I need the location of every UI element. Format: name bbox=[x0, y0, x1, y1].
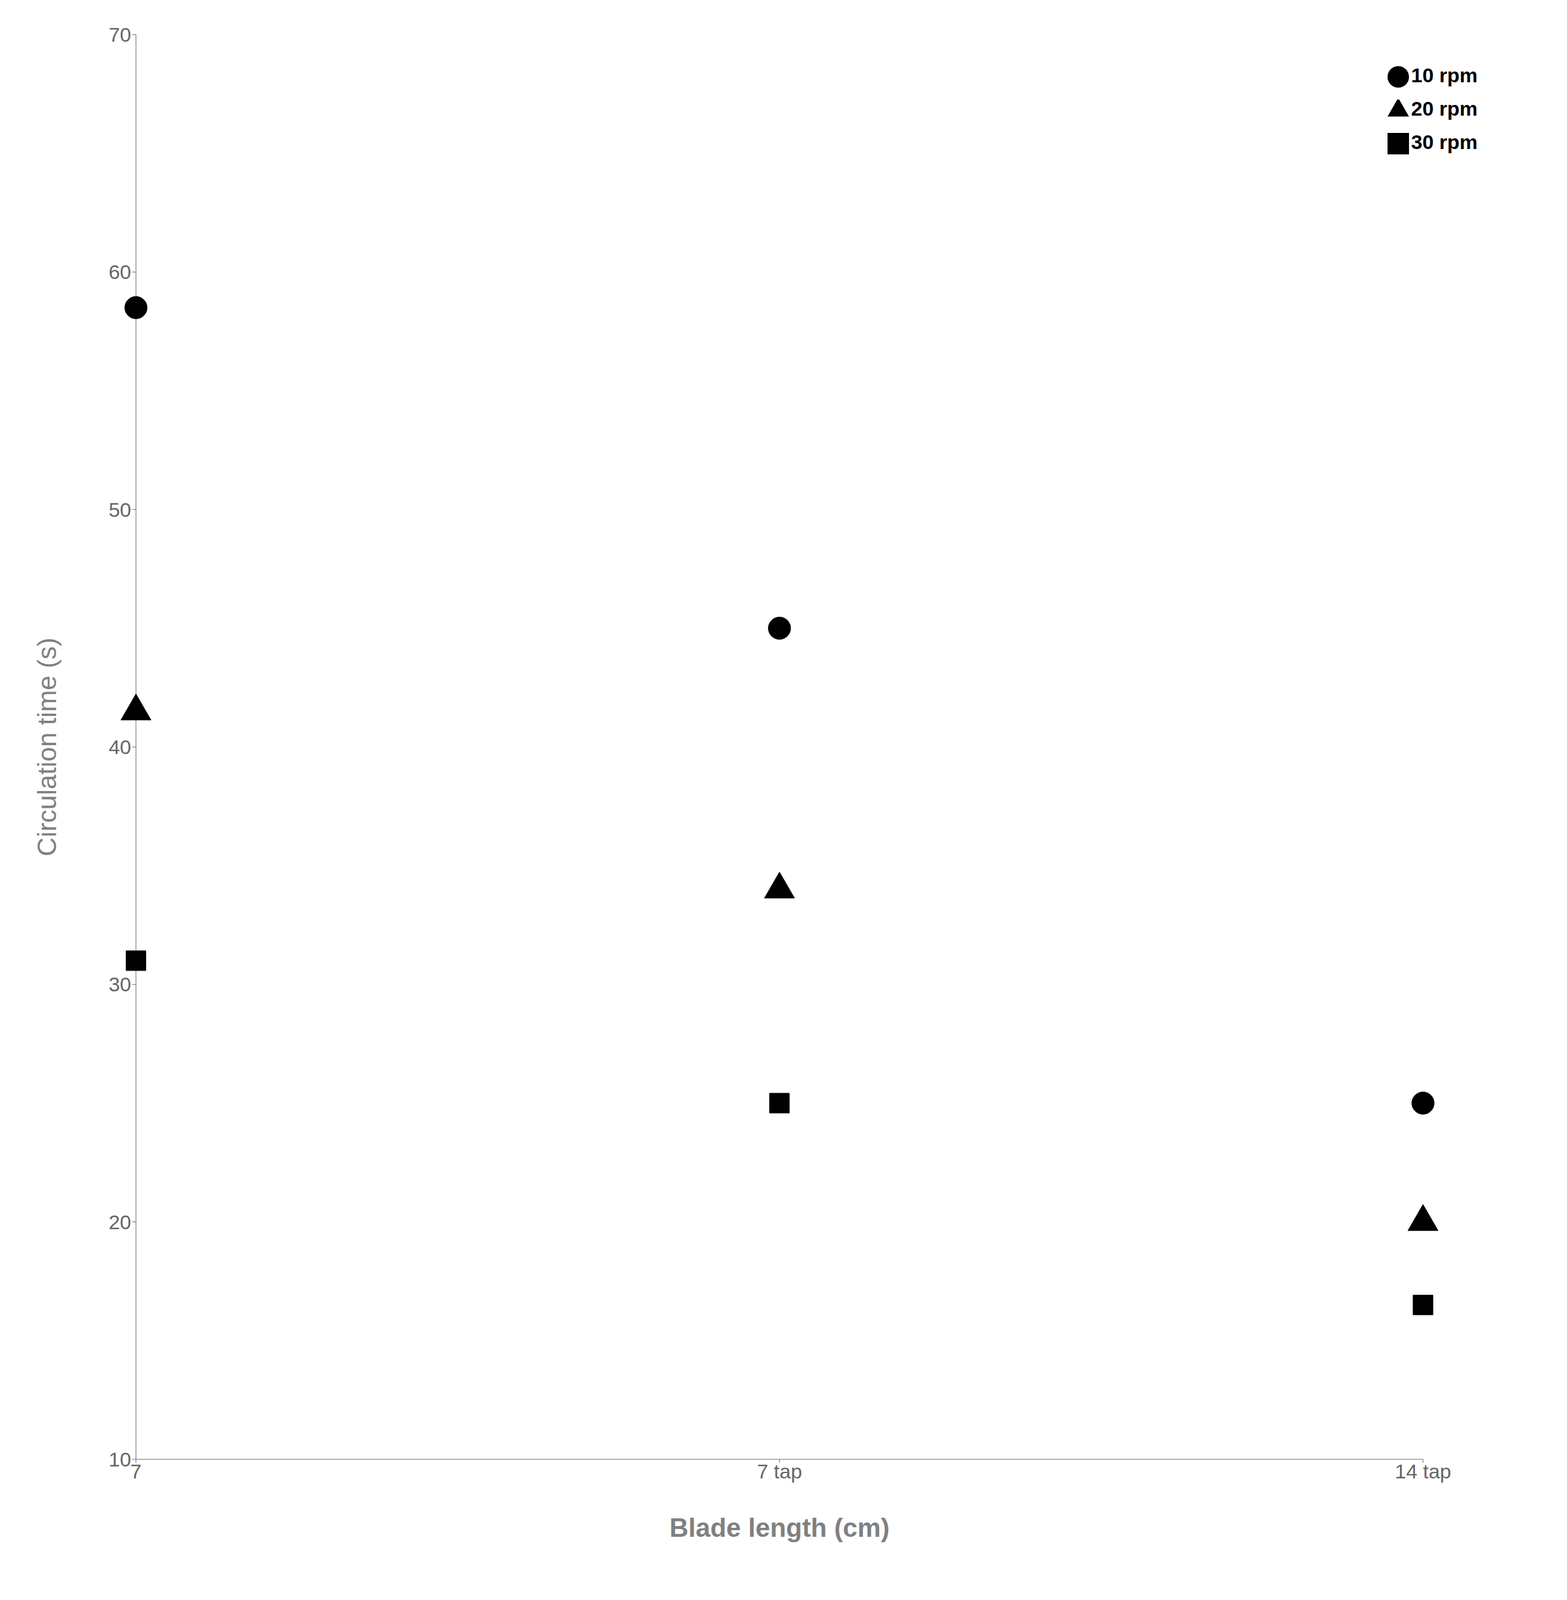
svg-text:14 tap: 14 tap bbox=[1394, 1460, 1452, 1483]
svg-text:50: 50 bbox=[108, 498, 132, 522]
svg-text:30: 30 bbox=[108, 973, 132, 996]
svg-text:70: 70 bbox=[108, 23, 132, 46]
svg-text:10: 10 bbox=[108, 1448, 132, 1472]
html-text:10 rpm: 10 rpm bbox=[1411, 63, 1478, 87]
svg-text:Blade length (cm): Blade length (cm) bbox=[669, 1513, 890, 1543]
svg-text:40: 40 bbox=[108, 735, 132, 759]
html-text:20 rpm: 20 rpm bbox=[1411, 97, 1478, 120]
svg-text:7: 7 bbox=[130, 1460, 142, 1483]
svg-text:7 tap: 7 tap bbox=[756, 1460, 802, 1483]
svg-text:60: 60 bbox=[108, 260, 132, 284]
svg-text:Circulation time (s): Circulation time (s) bbox=[32, 638, 62, 857]
svg-text:20: 20 bbox=[108, 1211, 132, 1234]
html-text:30 rpm: 30 rpm bbox=[1411, 130, 1478, 154]
